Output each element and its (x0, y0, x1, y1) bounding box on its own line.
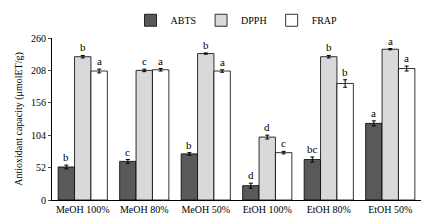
svg-text:156: 156 (31, 97, 46, 108)
svg-text:c: c (281, 137, 286, 149)
svg-text:DPPH: DPPH (241, 15, 267, 26)
svg-text:EtOH 100%: EtOH 100% (243, 204, 292, 215)
svg-text:208: 208 (31, 65, 46, 76)
svg-text:b: b (326, 41, 332, 53)
svg-text:EtOH 50%: EtOH 50% (368, 204, 412, 215)
svg-text:52: 52 (36, 162, 46, 173)
svg-text:a: a (158, 55, 163, 67)
svg-text:a: a (404, 52, 409, 64)
svg-text:a: a (97, 55, 102, 67)
svg-text:EtOH 80%: EtOH 80% (307, 204, 351, 215)
svg-text:0: 0 (41, 195, 46, 206)
svg-text:a: a (371, 107, 376, 119)
svg-text:b: b (80, 41, 86, 53)
svg-text:bc: bc (307, 143, 318, 155)
svg-text:c: c (142, 55, 147, 67)
svg-text:b: b (203, 39, 209, 51)
svg-text:a: a (388, 35, 393, 47)
svg-text:MeOH 100%: MeOH 100% (56, 204, 110, 215)
svg-text:260: 260 (31, 33, 46, 44)
svg-text:ABTS: ABTS (171, 15, 197, 26)
svg-text:d: d (264, 121, 270, 133)
svg-text:a: a (220, 56, 225, 68)
svg-text:MeOH 80%: MeOH 80% (120, 204, 169, 215)
svg-text:d: d (248, 169, 254, 181)
svg-text:MeOH 50%: MeOH 50% (181, 204, 230, 215)
svg-text:Antioxidant capacity (μmolET/g: Antioxidant capacity (μmolET/g) (13, 52, 25, 186)
svg-text:b: b (63, 151, 69, 163)
svg-text:c: c (125, 146, 130, 158)
svg-text:FRAP: FRAP (312, 15, 337, 26)
svg-text:104: 104 (31, 130, 46, 141)
svg-text:b: b (342, 66, 348, 78)
svg-text:b: b (186, 139, 192, 151)
